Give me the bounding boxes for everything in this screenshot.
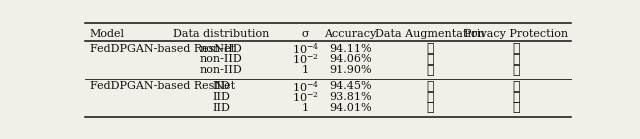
Text: non-IID: non-IID — [200, 44, 243, 54]
Text: $10^{-2}$: $10^{-2}$ — [292, 90, 319, 104]
Text: IID: IID — [212, 92, 230, 102]
Text: 1: 1 — [302, 103, 309, 113]
Text: ✓: ✓ — [426, 80, 433, 93]
Text: IID: IID — [212, 81, 230, 91]
Text: Privacy Protection: Privacy Protection — [465, 29, 568, 39]
Text: ✓: ✓ — [426, 53, 433, 66]
Text: IID: IID — [212, 103, 230, 113]
Text: ✓: ✓ — [513, 101, 520, 114]
Text: FedDPGAN-based ResNet: FedDPGAN-based ResNet — [90, 81, 235, 91]
Text: 94.45%: 94.45% — [329, 81, 372, 91]
Text: non-IID: non-IID — [200, 54, 243, 64]
Text: FedDPGAN-based ResNet: FedDPGAN-based ResNet — [90, 44, 235, 54]
Text: ✓: ✓ — [513, 64, 520, 77]
Text: $10^{-4}$: $10^{-4}$ — [292, 41, 319, 56]
Text: σ: σ — [302, 29, 310, 39]
Text: 93.81%: 93.81% — [329, 92, 372, 102]
Text: ✓: ✓ — [513, 80, 520, 93]
Text: ✓: ✓ — [426, 64, 433, 77]
Text: ✓: ✓ — [513, 42, 520, 55]
Text: non-IID: non-IID — [200, 65, 243, 75]
Text: ✓: ✓ — [426, 91, 433, 104]
Text: Model: Model — [90, 29, 125, 39]
Text: Data Augmentation: Data Augmentation — [375, 29, 484, 39]
Text: ✓: ✓ — [426, 42, 433, 55]
Text: ✓: ✓ — [426, 101, 433, 114]
Text: $10^{-2}$: $10^{-2}$ — [292, 53, 319, 66]
Text: ✓: ✓ — [513, 53, 520, 66]
Text: 94.01%: 94.01% — [329, 103, 372, 113]
Text: $10^{-4}$: $10^{-4}$ — [292, 79, 319, 94]
Text: 91.90%: 91.90% — [329, 65, 372, 75]
Text: 1: 1 — [302, 65, 309, 75]
Text: 94.06%: 94.06% — [329, 54, 372, 64]
Text: 94.11%: 94.11% — [329, 44, 372, 54]
Text: ✓: ✓ — [513, 91, 520, 104]
Text: Data distribution: Data distribution — [173, 29, 269, 39]
Text: Accuracy: Accuracy — [324, 29, 376, 39]
